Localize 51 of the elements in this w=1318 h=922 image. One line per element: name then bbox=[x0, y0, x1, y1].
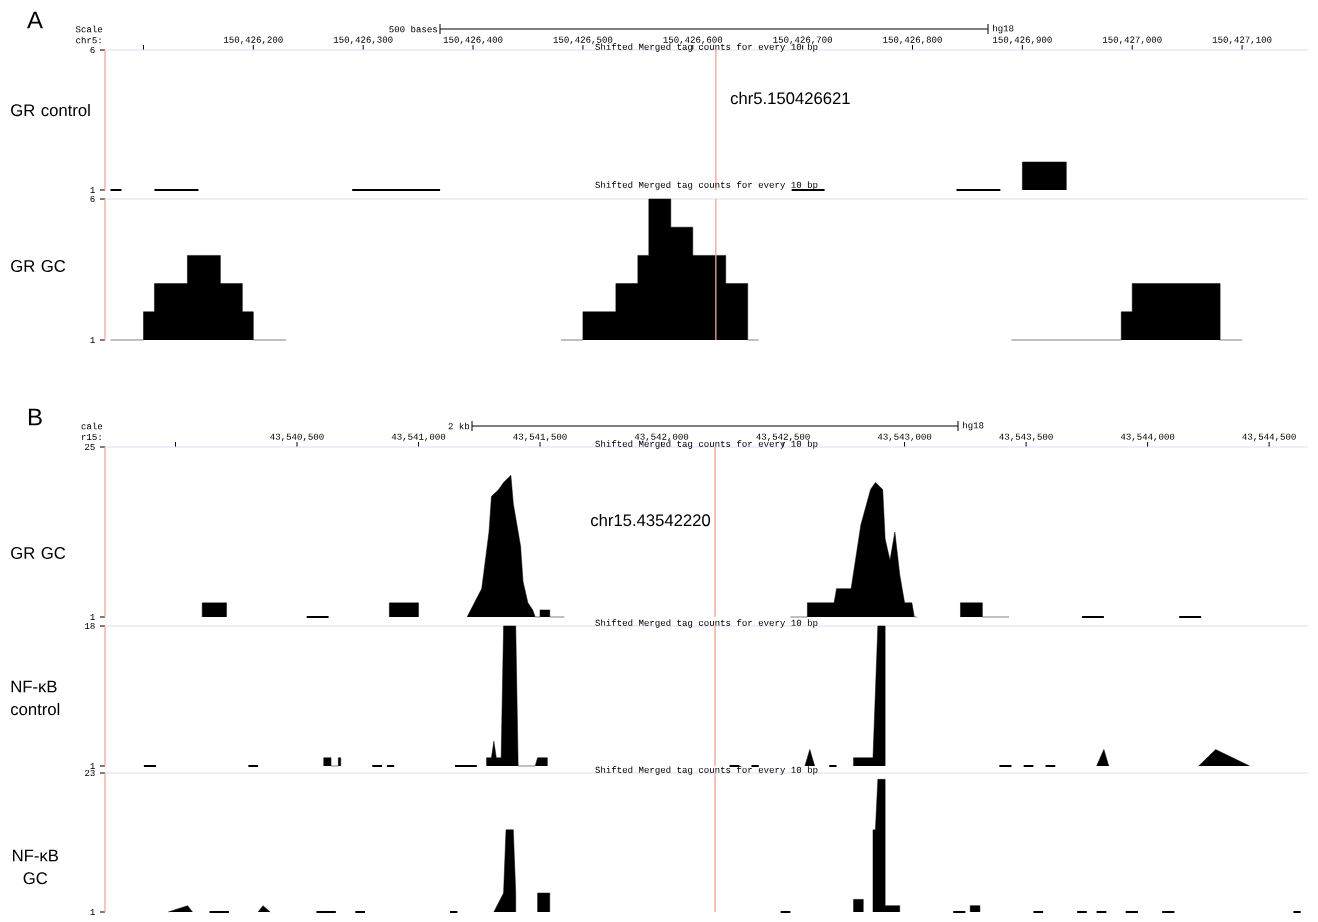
chart-title: Shifted Merged tag counts for every 10 bp bbox=[595, 766, 818, 775]
text: cale bbox=[81, 422, 103, 430]
text: 2 kb bbox=[448, 422, 470, 430]
y-axis-title: NF-κB control bbox=[10, 680, 60, 716]
x-tick-label: 43,542,500 bbox=[756, 433, 810, 442]
text: 500 bases bbox=[389, 25, 437, 33]
y-axis-title: NF-κB GC bbox=[13, 849, 59, 885]
y-axis-title: GR control bbox=[11, 103, 90, 117]
x-tick-label: 43,543,500 bbox=[999, 433, 1053, 442]
text: B bbox=[28, 408, 42, 426]
x-tick-label: 43,540,500 bbox=[270, 433, 324, 442]
x-tick-label: 43,541,500 bbox=[513, 433, 567, 442]
y-tick-label: 25 bbox=[85, 443, 95, 451]
x-tick-label: 150,426,700 bbox=[773, 36, 832, 45]
chart-title: Shifted Merged tag counts for every 10 bp bbox=[595, 181, 818, 190]
x-tick-label: 43,542,000 bbox=[634, 433, 689, 442]
y-tick-label: 6 bbox=[90, 195, 95, 203]
chart-title: Shifted Merged tag counts for every 10 bp bbox=[595, 619, 818, 628]
x-tick-label: 43,544,500 bbox=[1242, 433, 1296, 442]
y-tick-label: 1 bbox=[90, 614, 95, 620]
y-tick-label: 1 bbox=[90, 909, 95, 915]
y-tick-label: 18 bbox=[85, 622, 95, 630]
chart-title: Shifted Merged tag counts for every 10 bp bbox=[595, 440, 818, 449]
text: A bbox=[27, 11, 43, 29]
text: hg18 bbox=[993, 24, 1014, 34]
x-tick-label: 150,427,100 bbox=[1212, 36, 1272, 45]
x-axis-title: chr5: bbox=[76, 36, 101, 44]
ref-line-label: chr15.43542220 bbox=[590, 513, 711, 527]
x-tick-label: 150,426,900 bbox=[993, 36, 1052, 45]
text: hg18 bbox=[963, 421, 984, 431]
text: Scale bbox=[75, 25, 103, 33]
x-tick-label: 150,426,600 bbox=[663, 36, 723, 45]
x-tick-label: 43,541,000 bbox=[391, 433, 446, 442]
ref-line-label: chr5.150426621 bbox=[730, 91, 850, 105]
x-tick-label: 150,426,500 bbox=[553, 36, 613, 45]
y-tick-label: 23 bbox=[85, 769, 95, 777]
x-tick-label: 43,543,000 bbox=[877, 433, 932, 442]
x-tick-label: 150,427,000 bbox=[1102, 36, 1162, 45]
y-axis-title: GR GC bbox=[11, 547, 66, 559]
x-tick-label: 43,544,000 bbox=[1120, 433, 1175, 442]
x-axis-title: r15: bbox=[82, 433, 101, 441]
y-tick-label: 6 bbox=[90, 46, 95, 54]
y-tick-label: 1 bbox=[90, 763, 95, 769]
chart-title: Shifted Merged tag counts for every 10 bp bbox=[595, 43, 818, 52]
y-tick-label: 1 bbox=[90, 187, 95, 193]
x-tick-label: 150,426,800 bbox=[883, 36, 942, 45]
x-tick-label: 150,426,200 bbox=[224, 36, 283, 45]
y-axis-title: GR GC bbox=[11, 260, 66, 272]
y-tick-label: 1 bbox=[90, 337, 95, 343]
x-tick-label: 150,426,300 bbox=[333, 36, 393, 45]
x-tick-label: 150,426,400 bbox=[443, 36, 503, 45]
